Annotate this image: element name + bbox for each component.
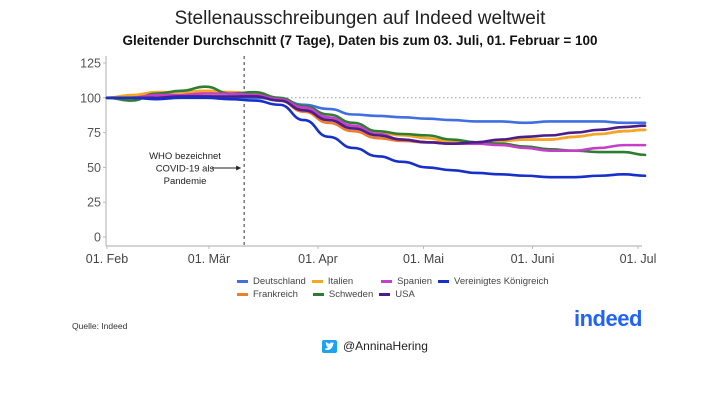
annotation-text: WHO bezeichnet — [149, 151, 221, 162]
annotation-arrow-head — [236, 165, 242, 171]
chart-title: Stellenausschreibungen auf Indeed weltwe… — [174, 8, 546, 29]
annotation-text: COVID-19 als — [156, 164, 215, 175]
x-tick-label: 01. Jul — [620, 252, 657, 266]
legend-label: Spanien — [397, 276, 433, 287]
legend-swatch — [237, 293, 248, 296]
legend-item-schweden: Schweden — [312, 289, 374, 300]
legend-swatch — [438, 280, 450, 283]
source-note: Quelle: Indeed — [72, 321, 128, 331]
series-line-italien — [105, 89, 647, 144]
line-chart: 0 25 50 75 100 125 01. Feb 01. Mär 01. Apr 01. Ma… — [80, 56, 657, 266]
legend-item-frankreich: Frankreich — [237, 289, 298, 300]
legend-item-deutschland: Deutschland — [237, 276, 306, 287]
legend-swatch — [311, 280, 323, 283]
legend-swatch — [312, 293, 324, 296]
legend-label: Vereinigtes Königreich — [454, 276, 549, 287]
legend-label: Deutschland — [253, 276, 306, 287]
legend-label: Schweden — [328, 289, 374, 300]
y-tick-label: 100 — [80, 91, 101, 105]
legend-row-1: Deutschland Italien Spanien Vereinigtes … — [237, 275, 555, 288]
x-tick-label: 01. Mär — [188, 252, 230, 266]
chart-subtitle: Gleitender Durchschnitt (7 Tage), Daten … — [122, 33, 598, 48]
twitter-bird-icon — [322, 339, 337, 353]
series-line-spanien — [105, 92, 647, 152]
series-line-deutschland — [105, 95, 647, 125]
y-tick-label: 25 — [87, 196, 101, 210]
x-tick-label: 01. Mai — [403, 252, 444, 266]
legend: Deutschland Italien Spanien Vereinigtes … — [237, 275, 555, 301]
legend-item-italien: Italien — [311, 276, 354, 287]
legend-swatch — [381, 280, 393, 283]
legend-item-spanien: Spanien — [381, 276, 432, 287]
legend-item-vereinigtes-koenigreich: Vereinigtes Königreich — [438, 276, 549, 287]
legend-swatch — [237, 280, 248, 283]
indeed-logo: indeed — [574, 306, 642, 331]
legend-row-2: Frankreich Schweden USA — [237, 288, 555, 301]
annotation-text: Pandemie — [164, 176, 207, 187]
twitter-credit: @AnninaHering — [322, 339, 428, 353]
y-tick-label: 125 — [80, 57, 101, 71]
legend-label: Italien — [327, 276, 354, 287]
legend-item-usa: USA — [379, 289, 415, 300]
series-line-usa — [105, 95, 647, 146]
x-tick-label: 01. Juni — [511, 252, 555, 266]
legend-label: Frankreich — [253, 289, 298, 300]
legend-swatch — [379, 293, 391, 296]
series-line-vereinigtes-k-nigreich — [105, 96, 647, 179]
y-tick-label: 75 — [87, 126, 101, 140]
x-tick-label: 01. Feb — [86, 252, 128, 266]
y-tick-label: 50 — [87, 161, 101, 175]
twitter-handle: @AnninaHering — [343, 339, 428, 353]
y-tick-label: 0 — [94, 231, 101, 245]
x-tick-label: 01. Apr — [298, 252, 338, 266]
legend-label: USA — [395, 289, 415, 300]
